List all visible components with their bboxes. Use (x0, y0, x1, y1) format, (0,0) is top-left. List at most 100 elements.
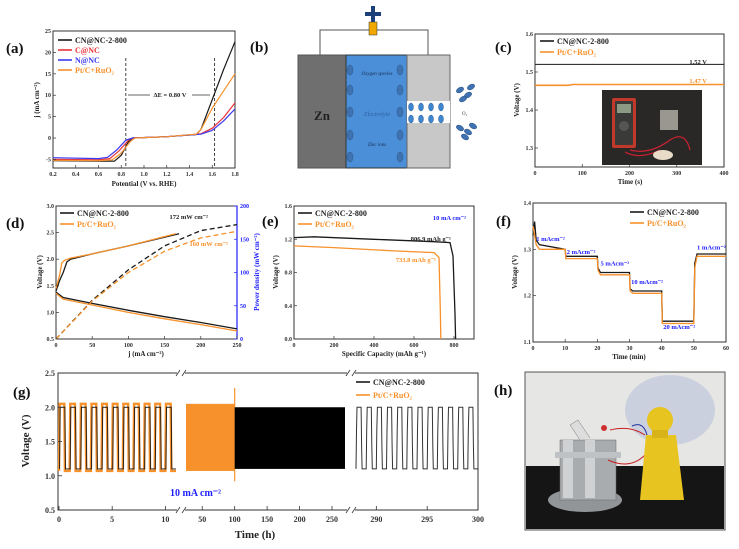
x-tick-label: 295 (421, 515, 433, 524)
panel-h-photo: (h) (494, 371, 726, 531)
x-tick-label: 200 (294, 515, 306, 524)
panel-f: (f) 0 10 20 30 40 50 601.11.21.31.4 1 mAcm⁻²2 … (496, 201, 729, 361)
series-line (52, 73, 236, 162)
axis-break-mark (181, 369, 187, 377)
y-tick-label: 1.5 (45, 438, 55, 447)
legend-label: N@NC (75, 56, 100, 65)
panel-label-h: (h) (494, 383, 512, 399)
y2-axis-label: Power density (mW cm⁻²) (253, 233, 261, 311)
x-axis-label: Time (h) (235, 529, 276, 541)
panel-d: (d) 0 50 100 150 200 250 0.5 1.0 1.5 2.0 2.5 3.0 0 50… (6, 204, 261, 358)
zinc-ions-label: Zinc ions (368, 143, 387, 148)
y-tick-label: 5 (48, 115, 51, 121)
axis-break-mark (175, 506, 181, 514)
legend-label: CN@NC-2-800 (557, 37, 609, 46)
ptc-peak-power-label: 160 mW cm⁻² (190, 241, 229, 248)
y-tick-label: 2.0 (45, 403, 55, 412)
current-density-label: 10 mA cm⁻² (433, 215, 466, 222)
x-tick-label: 20 (594, 346, 600, 352)
cn-capacity-label: 806.9 mAh g⁻¹ (411, 236, 451, 243)
y-tick-label: 25 (45, 29, 51, 35)
axis-break-mark (345, 506, 351, 514)
legend-label: CN@NC-2-800 (373, 378, 425, 387)
ptc-capacity-label: 733.8 mAh g⁻¹ (396, 257, 436, 264)
legend-label: Pt/C+RuO₂ (373, 391, 413, 400)
axis-break-mark (175, 369, 181, 377)
x-tick-label: 10 (562, 346, 568, 352)
y-tick-label: 1.0 (45, 472, 55, 481)
y-tick-label: 150 (240, 237, 249, 243)
x-tick-label: 60 (723, 346, 729, 352)
oxygen-molecules-icon (456, 83, 477, 141)
y-tick-label: 2.5 (45, 369, 55, 378)
y-tick-label: 100 (240, 271, 249, 277)
legend-label: Pt/C+RuO₂ (557, 48, 597, 57)
x-tick-label: 200 (330, 343, 339, 349)
x-axis-label: Potential (V vs. RHE) (112, 180, 177, 188)
power-curve (55, 230, 238, 340)
x-tick-label: 150 (261, 515, 273, 524)
dense-cycling-band-cn (234, 407, 345, 469)
y-tick-label: 1.5 (526, 70, 534, 76)
current-step-label: 5 mAcm⁻² (601, 261, 630, 268)
axis-break-mark (181, 506, 187, 514)
x-tick-label: 0.8 (118, 172, 126, 178)
x-tick-label: 50 (89, 343, 95, 349)
panel-c: (c) 0 100 200 300 400 1.3 1.4 1.5 1.6 1.52 V 1.4… (495, 32, 729, 186)
x-tick-label: 1.8 (231, 172, 239, 178)
y-tick-label: 10 (45, 93, 51, 99)
ptc-voltage-label: 1.47 V (689, 78, 707, 85)
cycling-curve (355, 406, 478, 470)
current-step-label: 1 mAcm⁻² (697, 244, 726, 251)
y-tick-label: 50 (240, 304, 246, 310)
axis-break-gap (347, 370, 355, 376)
panel-label-b: (b) (250, 40, 268, 56)
x-tick-label: 300 (472, 515, 484, 524)
y-tick-label: 0.4 (285, 304, 293, 310)
x-tick-label: 5 (110, 515, 114, 524)
x-tick-label: 200 (196, 343, 205, 349)
y-tick-label: 0.5 (45, 506, 55, 515)
x-tick-label: 250 (326, 515, 338, 524)
y-tick-label: 0 (48, 136, 51, 142)
x-tick-label: 0 (57, 515, 61, 524)
panel-label-e: (e) (262, 214, 279, 230)
y-axis-label: Voltage (V) (36, 254, 44, 288)
current-step-label: 10 mAcm⁻² (631, 279, 663, 286)
panel-label-d: (d) (6, 216, 24, 232)
panel-a: (a) 0.2 0.4 0.6 0.8 1.0 1.2 1.4 1.6 1.8 -5 0 5 10 15 2… (6, 29, 239, 188)
legend-label: CN@NC-2-800 (77, 209, 129, 218)
x-axis-label: Specific Capacity (mAh g⁻¹) (342, 350, 427, 358)
zinc-anode (297, 54, 347, 169)
y-tick-label: 1.4 (526, 108, 534, 114)
y-tick-label: 0.8 (285, 271, 293, 277)
y-tick-label: 1.5 (47, 284, 55, 290)
y-axis-label: Voltage (V) (513, 82, 521, 116)
delta-e-annotation: ΔE = 0.80 V (154, 92, 187, 99)
y-tick-label: 0.5 (47, 337, 55, 343)
panel-e: (e) 0 200 400 600 800 0.0 0.4 0.8 1.2 1.6 10 mA c… (262, 204, 475, 358)
x-tick-label: 50 (198, 515, 206, 524)
y-tick-label: 20 (45, 50, 51, 56)
current-step-label: 20 mAcm⁻² (663, 324, 695, 331)
y-tick-label: 0 (240, 337, 243, 343)
x-tick-label: 50 (691, 346, 697, 352)
axis-break-mark (351, 369, 357, 377)
dense-cycling-band-ptc (186, 403, 235, 471)
x-tick-label: 0.6 (95, 172, 103, 178)
legend-label: C@NC (75, 46, 100, 55)
x-tick-label: 200 (625, 171, 634, 177)
y-tick-label: 1.1 (524, 340, 532, 346)
current-step-label: 2 mAcm⁻² (567, 249, 596, 256)
axis-break-gap (177, 507, 185, 513)
y-tick-label: 1.6 (526, 32, 534, 38)
x-tick-label: 100 (578, 171, 587, 177)
x-tick-label: 0 (532, 346, 535, 352)
discharge-curve (293, 236, 457, 340)
oxygen-species-label: Oxygen species (362, 72, 393, 77)
x-axis-label: j (mA cm⁻²) (127, 350, 164, 358)
x-tick-label: 10 (161, 515, 169, 524)
x-tick-label: 100 (229, 515, 241, 524)
panel-label-c: (c) (495, 40, 512, 56)
x-tick-label: 300 (672, 171, 681, 177)
